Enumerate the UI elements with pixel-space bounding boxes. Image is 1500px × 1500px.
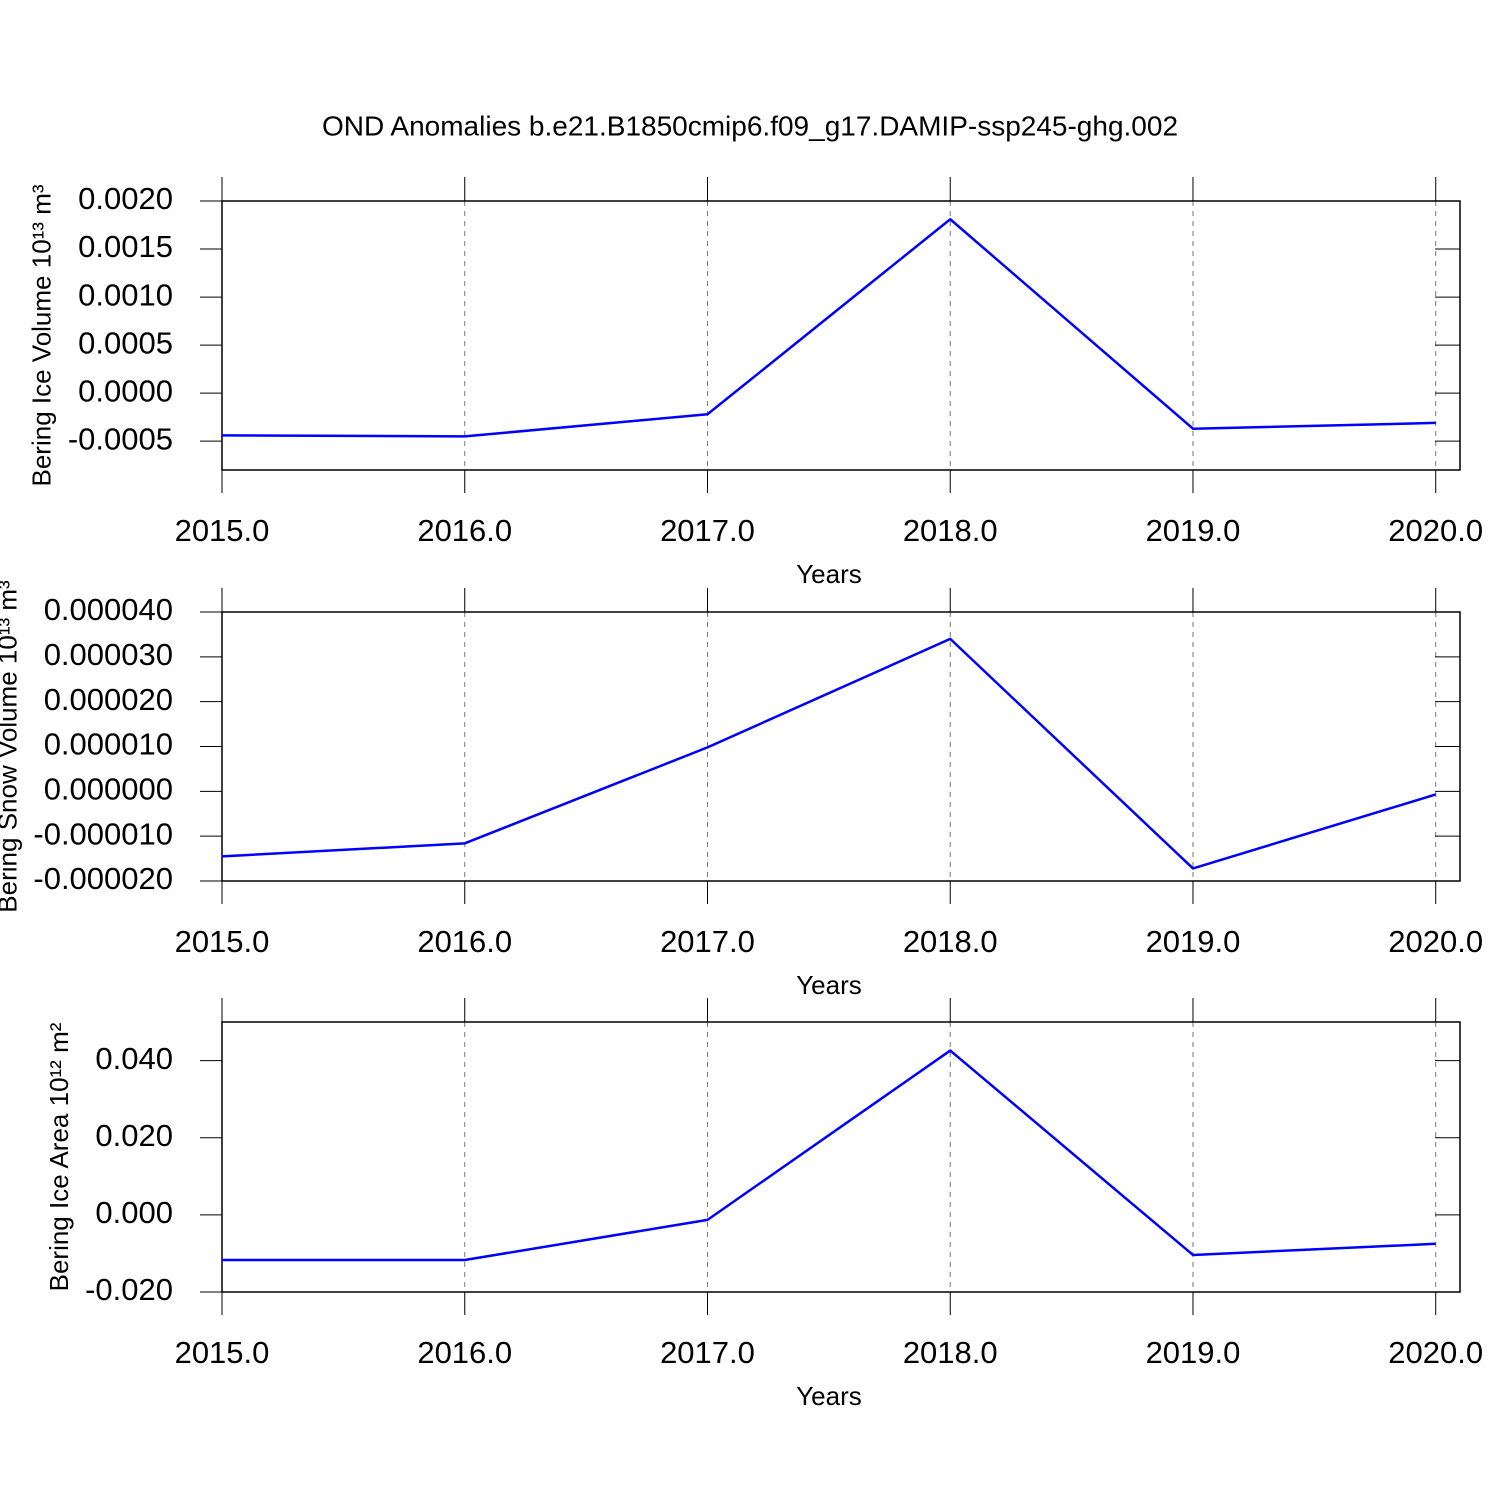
- x-tick-label: 2018.0: [903, 513, 998, 548]
- data-line: [221, 637, 1437, 870]
- x-axis-label: Years: [796, 970, 862, 1000]
- y-tick-label: 0.0005: [78, 325, 173, 360]
- y-tick-label: 0.0000: [78, 373, 173, 408]
- y-tick-label: 0.0020: [78, 181, 173, 216]
- y-tick-label: 0.000000: [44, 772, 173, 807]
- data-line: [221, 218, 1436, 438]
- x-tick-label: 2018.0: [903, 924, 998, 959]
- figure-title: OND Anomalies b.e21.B1850cmip6.f09_g17.D…: [322, 110, 1178, 141]
- x-tick-label: 2015.0: [175, 513, 270, 548]
- x-tick-label: 2015.0: [175, 924, 270, 959]
- x-tick-label: 2019.0: [1146, 1335, 1241, 1370]
- x-tick-label: 2020.0: [1388, 924, 1483, 959]
- y-axis-label: Bering Ice Area 10¹² m²: [44, 1022, 74, 1291]
- y-tick-label: 0.0010: [78, 277, 173, 312]
- x-tick-label: 2017.0: [660, 513, 755, 548]
- y-tick-label: 0.0015: [78, 229, 173, 264]
- x-tick-label: 2016.0: [417, 1335, 512, 1370]
- y-tick-label: 0.000: [95, 1195, 173, 1230]
- y-tick-label: 0.000010: [44, 727, 173, 762]
- x-tick-label: 2015.0: [175, 1335, 270, 1370]
- x-tick-label: 2019.0: [1146, 513, 1241, 548]
- y-tick-label: 0.000030: [44, 637, 173, 672]
- y-axis-label: Bering Snow Volume 10¹³ m³: [0, 580, 22, 913]
- x-tick-label: 2020.0: [1388, 513, 1483, 548]
- y-tick-label: 0.000020: [44, 682, 173, 717]
- y-tick-label: -0.000010: [33, 816, 173, 851]
- y-tick-label: 0.000040: [44, 592, 173, 627]
- x-tick-label: 2019.0: [1146, 924, 1241, 959]
- x-tick-label: 2016.0: [417, 513, 512, 548]
- y-tick-label: -0.020: [85, 1272, 173, 1307]
- y-tick-label: -0.0005: [68, 421, 173, 456]
- x-tick-label: 2018.0: [903, 1335, 998, 1370]
- plot-frame: [221, 200, 1461, 471]
- plot-frame: [221, 1021, 1461, 1293]
- data-line: [222, 1049, 1436, 1262]
- y-tick-label: 0.040: [95, 1041, 173, 1076]
- x-axis-label: Years: [796, 1381, 862, 1411]
- x-tick-label: 2016.0: [417, 924, 512, 959]
- y-tick-label: 0.020: [95, 1118, 173, 1153]
- x-tick-label: 2017.0: [660, 1335, 755, 1370]
- y-axis-label: Bering Ice Volume 10¹³ m³: [27, 184, 57, 486]
- x-axis-label: Years: [796, 559, 862, 589]
- y-tick-label: -0.000020: [33, 861, 173, 896]
- x-tick-label: 2017.0: [660, 924, 755, 959]
- x-tick-label: 2020.0: [1388, 1335, 1483, 1370]
- plot-frame: [221, 611, 1461, 882]
